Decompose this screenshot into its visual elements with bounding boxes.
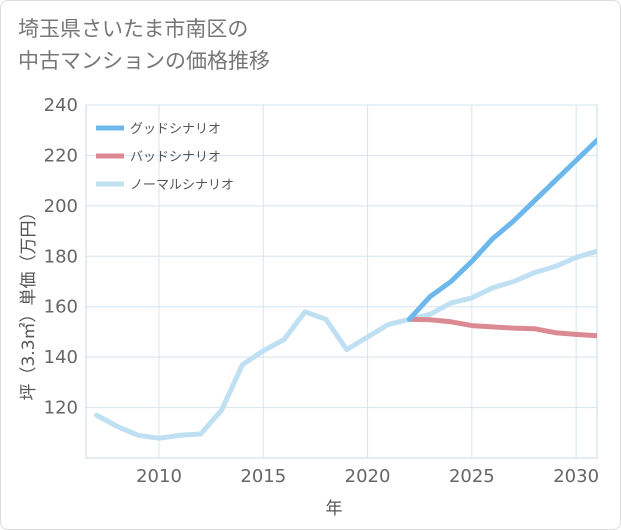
chart-title: 埼玉県さいたま市南区の 中古マンションの価格推移 <box>18 13 270 77</box>
x-tick-label: 2025 <box>449 466 495 487</box>
y-tick-label: 240 <box>44 95 78 116</box>
x-tick-label: 2010 <box>136 466 182 487</box>
x-tick-label: 2030 <box>553 466 599 487</box>
y-axis-label: 坪（3.3㎡）単価（万円） <box>19 203 39 400</box>
y-tick-label: 120 <box>44 398 78 419</box>
x-axis-ticks: 2010 2015 2020 2025 2030 <box>136 466 599 487</box>
y-axis-ticks: 120 140 160 180 200 220 240 <box>44 95 78 419</box>
y-tick-label: 200 <box>44 196 78 217</box>
series-line-0 <box>406 137 597 322</box>
legend-label-2: ノーマルシナリオ <box>130 178 234 193</box>
y-tick-label: 220 <box>44 145 78 166</box>
series-lines <box>93 137 597 441</box>
x-tick-label: 2015 <box>240 466 286 487</box>
y-tick-label: 180 <box>44 246 78 267</box>
y-tick-label: 160 <box>44 297 78 318</box>
series-line-2 <box>93 248 597 441</box>
title-line-2: 中古マンションの価格推移 <box>18 49 270 73</box>
series-line-1 <box>406 316 597 339</box>
y-tick-label: 140 <box>44 347 78 368</box>
legend-label-1: バッドシナリオ <box>130 150 221 165</box>
legend-label-0: グッドシナリオ <box>130 122 221 137</box>
x-axis-label: 年 <box>326 499 343 519</box>
x-tick-label: 2020 <box>345 466 391 487</box>
title-line-1: 埼玉県さいたま市南区の <box>18 17 249 41</box>
